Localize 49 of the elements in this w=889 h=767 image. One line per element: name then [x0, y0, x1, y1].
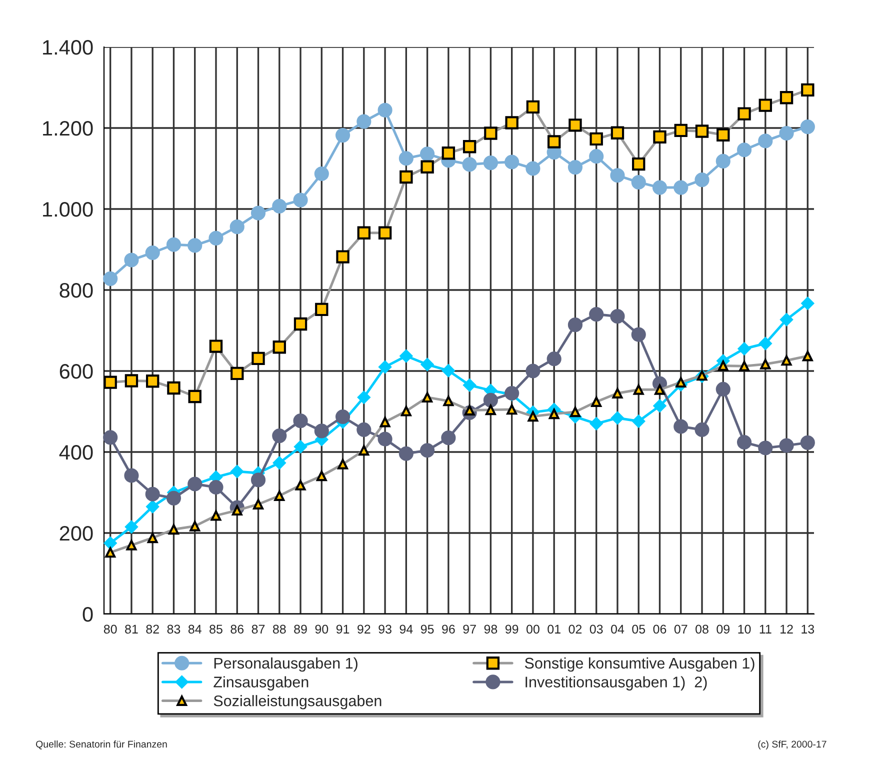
x-tick-label: 83 — [167, 624, 180, 634]
x-tick-label: 82 — [146, 624, 159, 634]
x-tick-label: 13 — [802, 624, 814, 634]
x-tick-label: 87 — [252, 624, 265, 634]
x-tick-label: 85 — [210, 624, 222, 634]
x-tick-label: 91 — [336, 624, 350, 634]
x-tick-label: 11 — [760, 624, 772, 634]
x-tick-label: 10 — [738, 624, 751, 634]
y-tick-label: 0 — [82, 607, 93, 622]
x-tick-label: 09 — [716, 624, 730, 634]
y-tick-label: 200 — [60, 526, 93, 541]
x-tick-label: 08 — [696, 624, 708, 634]
x-tick-label: 97 — [463, 624, 476, 634]
x-tick-label: 96 — [442, 624, 455, 634]
x-tick-label: 04 — [611, 624, 624, 634]
x-tick-label: 86 — [230, 624, 244, 634]
x-tick-label: 07 — [674, 624, 688, 634]
x-tick-label: 12 — [780, 624, 793, 634]
x-tick-label: 95 — [420, 624, 434, 634]
legend-label: Zinsausgaben — [214, 676, 308, 690]
x-tick-label: 92 — [358, 624, 370, 634]
x-tick-label: 98 — [484, 624, 498, 634]
y-tick-label: 600 — [60, 364, 93, 379]
x-tick-label: 99 — [505, 624, 518, 634]
x-tick-label: 90 — [315, 624, 328, 634]
x-tick-label: 01 — [548, 624, 560, 634]
x-tick-label: 05 — [632, 624, 646, 634]
x-tick-label: 02 — [568, 624, 582, 634]
x-tick-label: 89 — [294, 624, 307, 634]
legend-label: Investitionsausgaben 1) 2) — [526, 676, 707, 690]
y-tick-label: 800 — [60, 283, 93, 298]
legend-label: Sonstige konsumtive Ausgaben 1) — [524, 657, 754, 672]
x-tick-label: 94 — [400, 624, 413, 634]
x-tick-label: 06 — [653, 624, 666, 634]
x-tick-label: 84 — [188, 624, 202, 634]
y-tick-label: 1.000 — [43, 202, 93, 217]
x-tick-label: 80 — [104, 624, 117, 634]
y-tick-label: 1.400 — [43, 40, 93, 55]
y-tick-label: 400 — [59, 445, 93, 460]
legend-label: Personalausgaben 1) — [214, 657, 358, 672]
y-tick-label: 1.200 — [43, 121, 93, 136]
x-tick-label: 00 — [526, 624, 540, 634]
x-tick-label: 88 — [272, 624, 286, 634]
x-tick-label: 93 — [378, 624, 392, 634]
source-note: Quelle: Senatorin für Finanzen — [36, 740, 167, 750]
legend-label: Sozialleistungsausgaben — [214, 695, 382, 710]
x-tick-label: 03 — [590, 624, 603, 634]
x-tick-label: 81 — [125, 624, 138, 634]
text: (c) SfF, 2000-17 — [758, 740, 826, 750]
